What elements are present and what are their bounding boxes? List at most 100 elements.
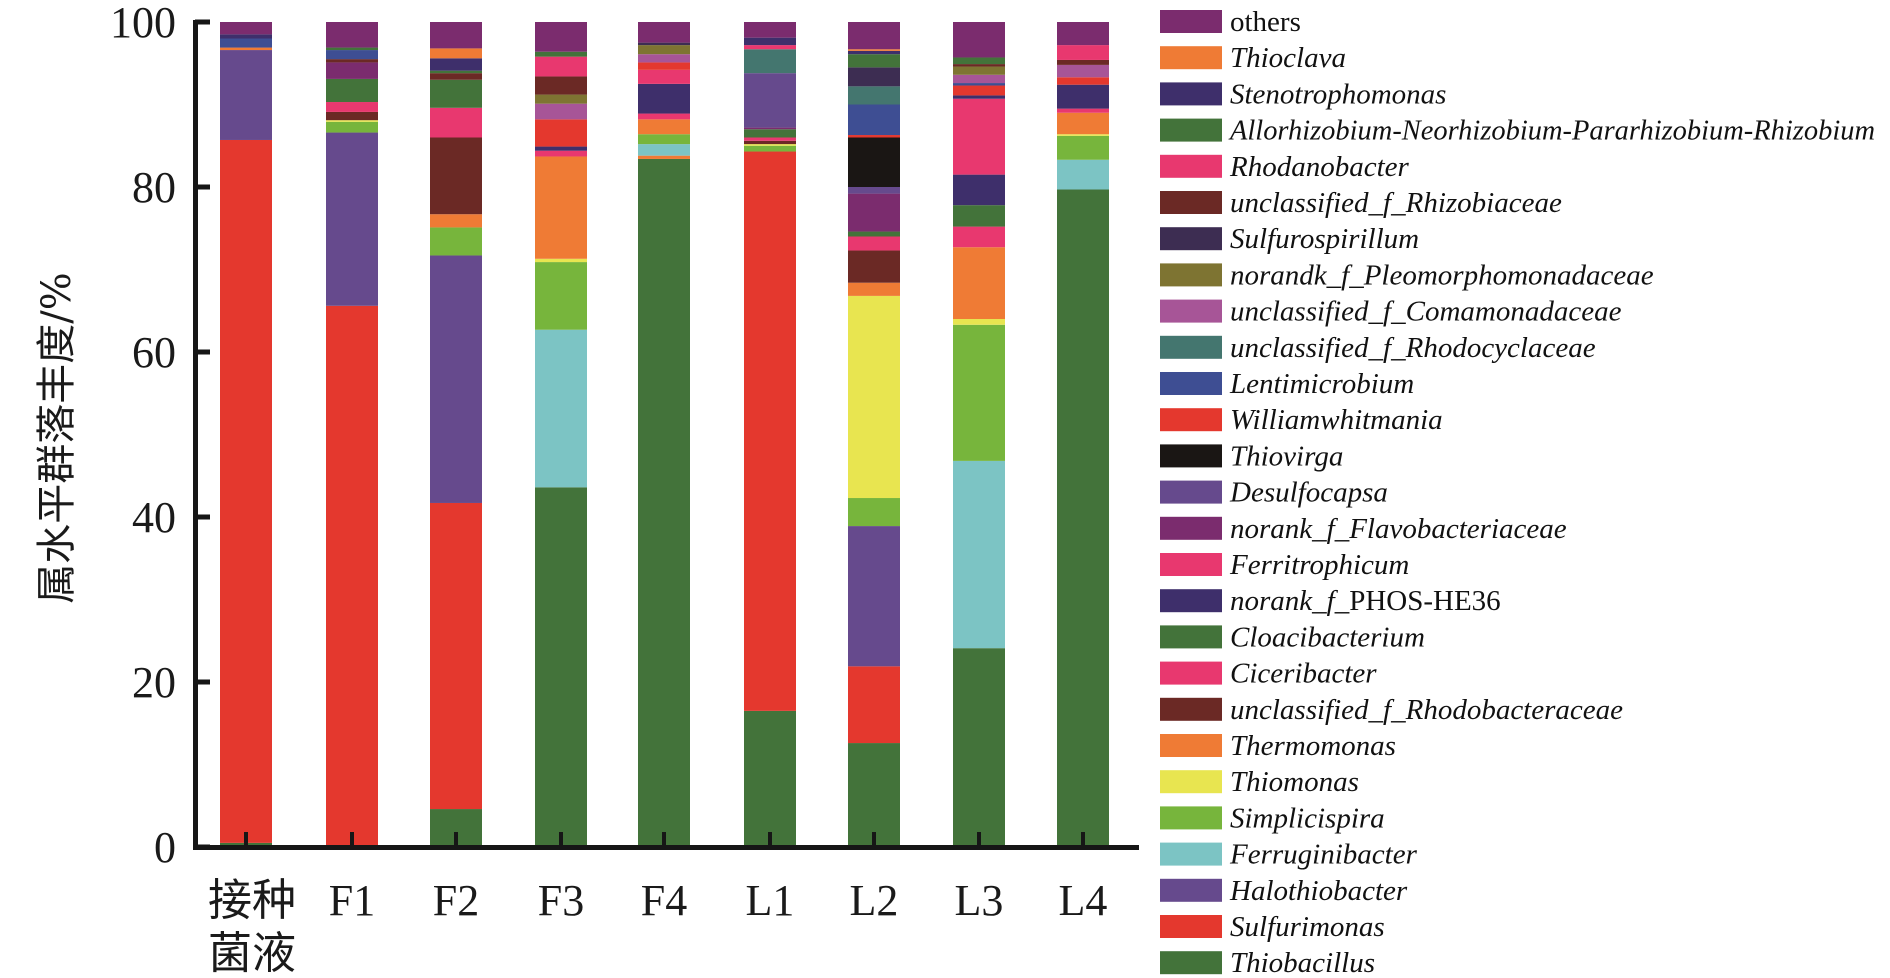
- bar-segment-others: [744, 22, 796, 38]
- y-tick-label: 80: [132, 163, 176, 212]
- legend-swatch: [1160, 191, 1222, 214]
- x-tick-label: L3: [955, 876, 1004, 925]
- bar-segment-pleomorphomonadaceae: [953, 66, 1005, 75]
- bar-segment-stenotrophomonas: [953, 95, 1005, 99]
- bar-segment-sulfurimonas: [430, 502, 482, 810]
- bar-segment-rhodobacteraceae: [744, 140, 796, 145]
- bar-segment-thiomonas: [744, 144, 796, 146]
- legend-label: unclassified_f_Rhodobacteraceae: [1230, 694, 1623, 726]
- bar-segment-thermomonas: [848, 282, 900, 296]
- legend-label: Thiomonas: [1230, 766, 1359, 798]
- legend-item: norandk_f_Pleomorphomonadaceae: [1160, 259, 1654, 291]
- bar-segment-rhizobiaceae: [430, 73, 482, 80]
- y-tick-mark: [195, 844, 210, 850]
- bars-group: [220, 22, 1109, 848]
- x-tick-label: F3: [538, 876, 584, 925]
- legend-item: Thermomonas: [1160, 730, 1396, 762]
- bar-segment-ciceribacter: [535, 150, 587, 157]
- bar-segment-ferritrophicum: [953, 98, 1005, 175]
- bar-segment-phos: [535, 146, 587, 151]
- x-tick-mark: [559, 832, 563, 846]
- bar-segment-rhodocyclaceae: [744, 49, 796, 74]
- bar-segment-thiobacillus: [848, 743, 900, 847]
- bar-segment-rhizobiaceae: [535, 76, 587, 95]
- legend-item: Simplicispira: [1160, 802, 1385, 834]
- bar-segment-ciceribacter: [1057, 108, 1109, 113]
- legend-swatch: [1160, 299, 1222, 323]
- legend-item: Williamwhitmania: [1160, 404, 1443, 436]
- bar-segment-thiomonas: [535, 258, 587, 263]
- bar-segment-comamonadaceae: [638, 54, 690, 63]
- bar-segment-sulfurimonas: [326, 305, 378, 847]
- bar-segment-thiobacillus: [638, 158, 690, 847]
- bar-segment-ciceribacter: [848, 236, 900, 251]
- legend-swatch: [1160, 806, 1222, 830]
- bar-segment-cloacibacterium: [326, 78, 378, 103]
- bar-segment-others: [848, 22, 900, 50]
- bar-segment-allorhizobium: [535, 51, 587, 57]
- bar-segment-williamwhitmania: [1057, 77, 1109, 85]
- x-tick-label: L1: [746, 876, 795, 925]
- legend-swatch: [1160, 553, 1222, 576]
- bar-segment-stenotrophomonas: [430, 58, 482, 71]
- legend-item: Thiobacillus: [1160, 947, 1375, 978]
- x-tick-label: F2: [433, 876, 479, 925]
- bar-stack: [430, 22, 482, 847]
- legend-label: Stenotrophomonas: [1230, 78, 1446, 110]
- bar-segment-rhizobiaceae: [326, 59, 378, 63]
- y-tick-mark: [195, 184, 210, 190]
- bar-segment-comamonadaceae: [1057, 64, 1109, 78]
- bar-segment-thiomonas: [1057, 134, 1109, 136]
- legend-item: Allorhizobium-Neorhizobium-Pararhizobium…: [1160, 115, 1875, 147]
- y-axis-line: [193, 20, 198, 850]
- bar-segment-williamwhitmania: [953, 85, 1005, 96]
- bar-segment-others: [220, 22, 272, 35]
- legend-swatch: [1160, 625, 1222, 649]
- legend-swatch: [1160, 408, 1222, 432]
- legend-item: unclassified_f_Rhodocyclaceae: [1160, 332, 1596, 364]
- bar-segment-halothiobacter: [430, 255, 482, 503]
- bar-segment-sulfurimonas: [220, 139, 272, 843]
- bar-segment-comamonadaceae: [953, 74, 1005, 84]
- legend-item: Cloacibacterium: [1160, 621, 1425, 653]
- bar-segment-thermomonas: [535, 156, 587, 259]
- bar-segment-sulfurimonas: [744, 151, 796, 711]
- legend-item: unclassified_f_Comamonadaceae: [1160, 296, 1622, 328]
- legend-label: Allorhizobium-Neorhizobium-Pararhizobium…: [1228, 115, 1875, 147]
- bar-segment-ferruginibacter: [1057, 159, 1109, 190]
- x-tick-label: L2: [850, 876, 899, 925]
- bar-segment-ciceribacter: [638, 113, 690, 120]
- legend-label: norandk_f_Pleomorphomonadaceae: [1230, 259, 1654, 291]
- bar-segment-lentimicrobium: [220, 38, 272, 48]
- bar-segment-cloacibacterium: [430, 79, 482, 108]
- bar-segment-phos: [638, 83, 690, 114]
- bar-segment-rhodobacteraceae: [326, 111, 378, 121]
- bar-segment-thiovirga: [848, 137, 900, 187]
- legend-label: Ferritrophicum: [1229, 549, 1409, 581]
- legend-label: Rhodanobacter: [1229, 151, 1410, 183]
- legend-swatch: [1160, 770, 1222, 794]
- y-tick-label: 0: [154, 823, 176, 872]
- x-tick-mark: [768, 832, 772, 846]
- bar-segment-thiobacillus: [535, 487, 587, 847]
- bar-segment-lentimicrobium: [953, 83, 1005, 86]
- legend-label: Thioclava: [1230, 42, 1346, 74]
- x-tick-mark: [350, 832, 354, 846]
- legend-label: Thiobacillus: [1230, 947, 1375, 978]
- bar-segment-thiobacillus: [953, 648, 1005, 847]
- legend-label: unclassified_f_Rhizobiaceae: [1230, 187, 1562, 219]
- bar-segment-cloacibacterium: [744, 129, 796, 138]
- x-tick-mark: [977, 832, 981, 846]
- bar-segment-others: [638, 22, 690, 43]
- bar-segment-thermomonas: [638, 155, 690, 159]
- legend-swatch: [1160, 263, 1222, 287]
- bar-segment-rhodanobacter: [638, 69, 690, 84]
- bar-segment-allorhizobium: [953, 57, 1005, 65]
- bar-segment-allorhizobium: [430, 70, 482, 74]
- y-tick-mark: [195, 679, 210, 685]
- legend-swatch: [1160, 444, 1222, 468]
- y-tick-mark: [195, 349, 210, 355]
- bar-segment-ferritrophicum: [744, 45, 796, 50]
- legend-swatch: [1160, 697, 1222, 721]
